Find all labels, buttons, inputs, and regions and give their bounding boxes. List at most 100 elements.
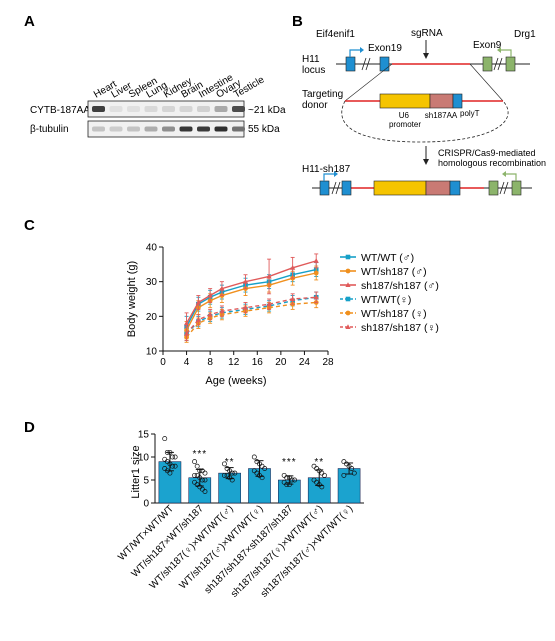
eif4enif1-arrow: [349, 49, 360, 57]
legend-label: sh187/sh187 (♀): [361, 322, 439, 334]
series: [183, 253, 319, 335]
bar-chart-ylabel: Litter1 size: [130, 445, 142, 498]
h11-sh187-label: H11-sh187: [302, 164, 351, 175]
blot-band: [232, 106, 245, 112]
data-point: [313, 270, 319, 276]
data-point: [341, 459, 347, 465]
u6-promoter-box: [379, 93, 431, 109]
bands-cytb: [92, 106, 245, 112]
data-point: [284, 482, 290, 488]
data-point: [172, 454, 178, 460]
exon-left-1: [345, 56, 356, 72]
x-tick-label: 12: [228, 357, 240, 368]
h11-locus-line2: locus: [302, 65, 325, 76]
data-point: [259, 463, 265, 469]
data-point: [319, 470, 325, 476]
u6-line2: promoter: [389, 120, 421, 129]
legend-label: WT/WT (♂): [361, 252, 414, 264]
sh187aa-label: sh187AA: [425, 111, 458, 120]
bar-chart-category-labels: WT/WT×WT/WTWT/sh187×WT/sh187WT/sh187(♀)×…: [116, 503, 355, 600]
polyt-label: polyT: [460, 109, 480, 118]
data-point: [229, 477, 235, 483]
data-point: [172, 463, 178, 469]
data-point: [266, 273, 272, 279]
polyt-box: [452, 93, 463, 109]
allele-right-arrow: [506, 173, 517, 181]
blot-band: [127, 126, 140, 132]
data-point: [219, 285, 225, 291]
legend-marker: [345, 268, 351, 274]
data-point: [266, 301, 272, 307]
data-point: [167, 470, 173, 476]
data-point: [195, 317, 201, 322]
allele-sh187-box: [425, 180, 451, 196]
x-tick-label: 24: [299, 357, 311, 368]
size-label-tubulin: 55 kDa: [248, 124, 280, 135]
blot-band: [109, 126, 123, 132]
data-point: [183, 320, 190, 326]
targeting-donor-line1: Targeting: [302, 89, 343, 100]
data-point: [164, 449, 170, 455]
allele-break-2: [335, 181, 341, 195]
line-chart-axes: 10 20 30 40 0 4 8 12 16 20 24 28: [146, 243, 334, 369]
data-point: [290, 265, 296, 270]
blot-band: [109, 106, 123, 112]
exon-left-2: [379, 56, 390, 72]
blot-band: [179, 106, 193, 112]
legend-label: WT/sh187 (♂): [361, 266, 427, 278]
blot-band: [162, 106, 175, 112]
row-label-cytb: CYTB-187AA: [30, 105, 90, 116]
body-weight-chart: 10 20 30 40 0 4 8 12 16 20 24 28 WT/WT (♂) WT/sh187 …: [126, 243, 439, 388]
allele-right-arrow-head: [502, 171, 506, 177]
donor-plasmid-outline: [341, 100, 509, 143]
blot-band: [144, 106, 158, 112]
data-point: [202, 470, 208, 476]
data-point: [221, 461, 227, 467]
bar-chart-bars: ***** *** **: [158, 436, 361, 504]
legend-marker: [345, 296, 351, 302]
data-point: [162, 456, 168, 462]
allele-exon-left-1: [319, 180, 330, 196]
allele-break-4: [503, 181, 509, 195]
data-point: [254, 459, 260, 465]
eif4enif1-arrow-head: [360, 47, 364, 53]
blot-band: [214, 126, 228, 132]
data-point: [192, 472, 198, 478]
blot-band: [197, 106, 210, 112]
locus-break-3: [493, 57, 499, 71]
allele-exon-left-2: [341, 180, 352, 196]
legend-label: WT/WT(♀): [361, 294, 411, 306]
y-tick-label: 5: [143, 476, 149, 487]
allele-break-3: [499, 181, 505, 195]
legend-label: sh187/sh187 (♂): [361, 280, 439, 292]
crispr-line2: homologous recombination: [438, 158, 546, 168]
y-tick-label: 40: [146, 243, 158, 254]
blot-band: [162, 126, 175, 132]
y-tick-label: 10: [138, 453, 150, 464]
data-point: [259, 475, 265, 481]
significance-stars: ***: [282, 457, 297, 468]
x-tick-label: 16: [252, 357, 264, 368]
sgrna-label: sgRNA: [411, 28, 443, 39]
data-point: [194, 463, 200, 469]
data-point: [313, 294, 319, 300]
allele-left-arrow: [323, 173, 334, 181]
homology-guide-right: [469, 63, 504, 102]
data-point: [284, 475, 290, 481]
drg1-arrow-head: [497, 47, 501, 53]
data-point: [229, 470, 235, 476]
data-point: [170, 454, 175, 460]
series: [184, 265, 319, 340]
line-chart-xlabel: Age (weeks): [205, 375, 266, 387]
x-tick-label: 20: [275, 357, 287, 368]
legend-marker: [345, 282, 351, 287]
series-line: [185, 272, 317, 331]
data-point: [221, 472, 227, 478]
drg1-label: Drg1: [514, 29, 536, 40]
allele-exon-right-1: [488, 180, 499, 196]
locus-break-4: [497, 57, 503, 71]
x-tick-label: 4: [184, 357, 190, 368]
y-tick-label: 20: [146, 312, 158, 323]
sh187aa-box: [429, 93, 454, 109]
